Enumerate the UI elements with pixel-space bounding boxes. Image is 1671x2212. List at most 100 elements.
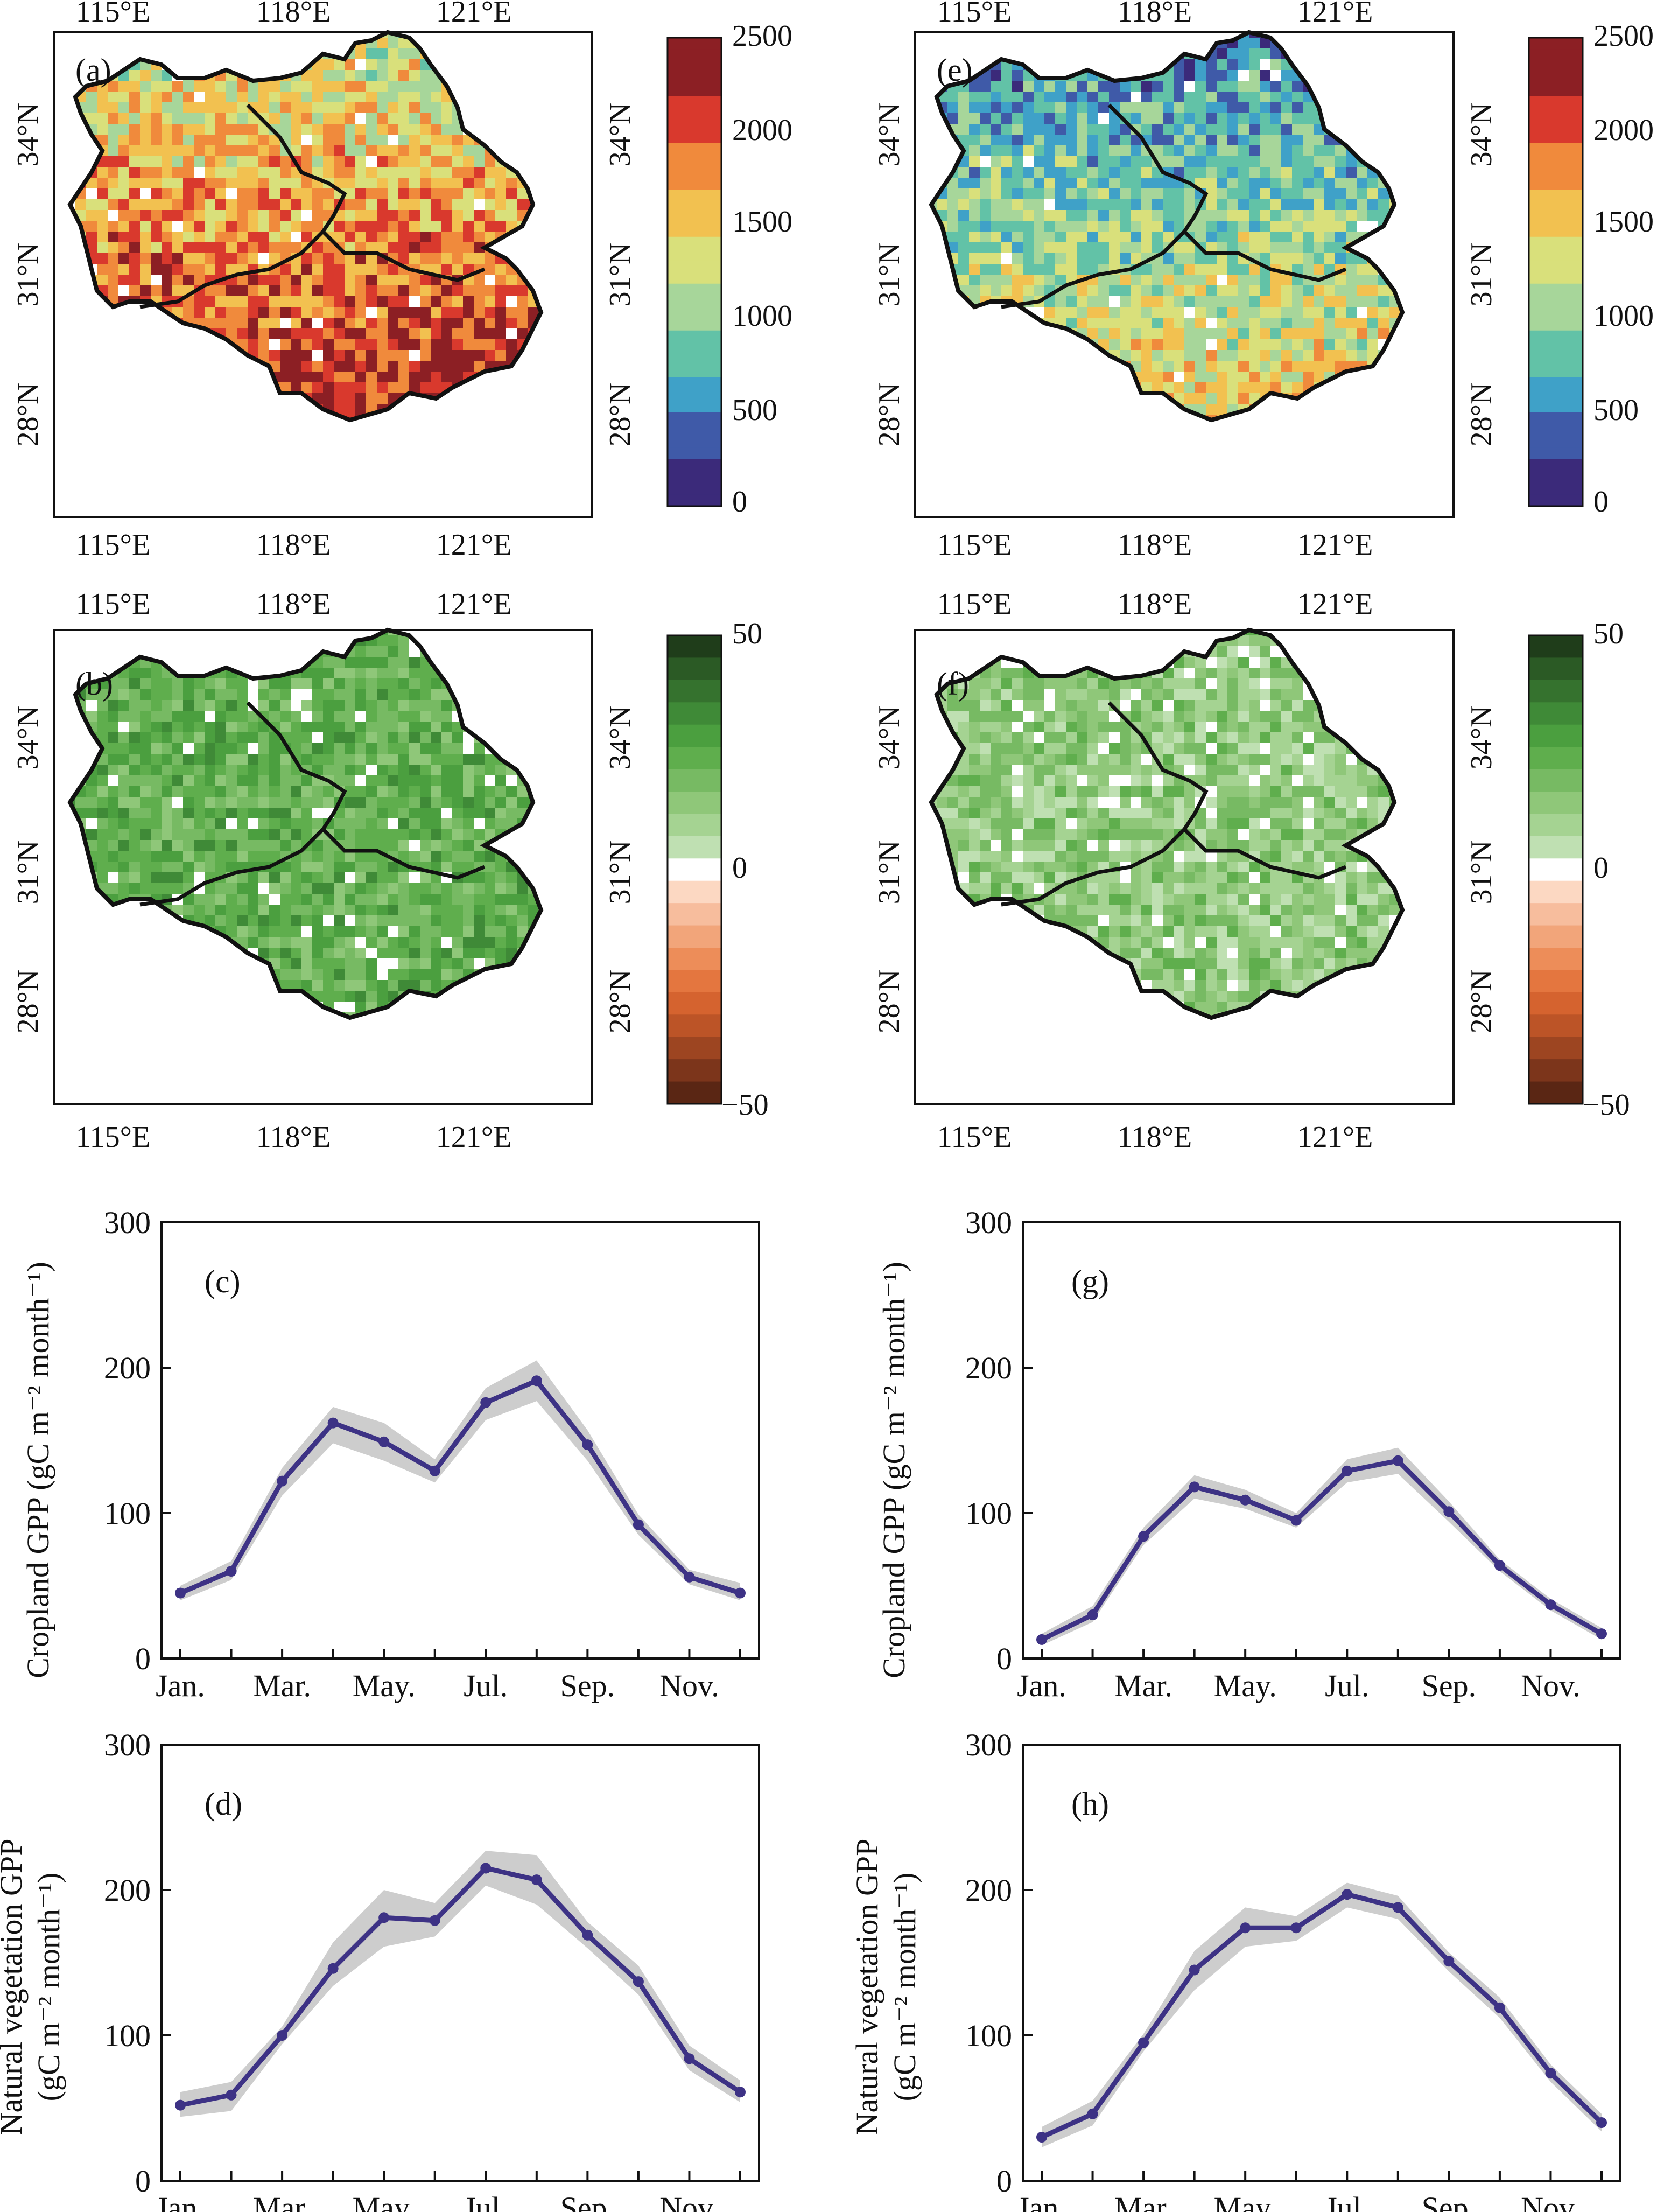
map-cell	[129, 404, 141, 415]
map-cell	[366, 199, 377, 211]
map-cell	[345, 883, 356, 894]
map-cell	[355, 382, 367, 394]
map-cell	[312, 883, 324, 894]
map-cell	[377, 678, 388, 690]
map-cell	[172, 829, 184, 841]
map-cell	[474, 361, 485, 372]
map-cell	[312, 851, 324, 862]
map-cell	[151, 915, 162, 927]
colorbar-segment	[668, 143, 721, 156]
map-cell	[1131, 178, 1142, 189]
map-cell	[1131, 232, 1142, 243]
map-cell	[495, 786, 507, 797]
map-cell	[226, 851, 237, 862]
map-cell	[345, 657, 356, 668]
map-cell	[162, 754, 173, 765]
map-cell	[958, 404, 970, 415]
map-cell	[205, 894, 216, 905]
map-cell	[301, 775, 313, 787]
map-cell	[312, 765, 324, 776]
map-cell	[366, 221, 377, 232]
map-cell	[431, 113, 442, 124]
map-cell	[1281, 156, 1293, 167]
map-cell	[1152, 415, 1163, 420]
map-cell	[1227, 253, 1239, 264]
map-cell	[70, 232, 76, 243]
map-cell	[931, 221, 937, 232]
map-cell	[495, 113, 507, 124]
map-cell	[1087, 188, 1099, 200]
map-cell	[958, 318, 970, 329]
map-cell	[1023, 425, 1034, 437]
map-cell	[194, 339, 205, 351]
map-cell	[1335, 81, 1346, 92]
map-cell	[366, 851, 377, 862]
map-cell	[1238, 339, 1249, 351]
map-cell	[291, 743, 302, 754]
map-cell	[183, 350, 194, 361]
map-cell	[215, 307, 227, 318]
map-cell	[248, 102, 259, 114]
map-cell	[237, 818, 248, 830]
map-cell	[506, 915, 517, 927]
map-cell	[75, 393, 87, 404]
map-cell	[1087, 350, 1099, 361]
map-cell	[1109, 167, 1120, 178]
map-cell	[474, 59, 485, 71]
map-cell	[345, 894, 356, 905]
map-cell	[452, 926, 464, 937]
map-cell	[1174, 81, 1185, 92]
map-cell	[1152, 318, 1163, 329]
map-cell	[506, 372, 517, 383]
map-cell	[1055, 199, 1066, 211]
map-cell	[334, 404, 345, 415]
map-cell	[474, 797, 485, 808]
map-cell	[345, 361, 356, 372]
map-cell	[420, 754, 431, 765]
map-cell	[291, 92, 302, 103]
map-cell	[345, 113, 356, 124]
map-cell	[1044, 232, 1056, 243]
map-cell	[1152, 372, 1163, 383]
map-cell	[1184, 113, 1196, 124]
colorbar-segment	[668, 49, 721, 62]
map-cell	[108, 818, 119, 830]
map-cell	[280, 328, 291, 340]
map-cell	[301, 232, 313, 243]
map-cell	[1077, 253, 1088, 264]
map-cell	[323, 113, 334, 124]
map-cell	[1109, 221, 1120, 232]
map-cell	[108, 178, 119, 189]
map-cell	[1303, 264, 1314, 275]
colorbar-segment	[1529, 49, 1583, 62]
map-cell	[1260, 253, 1271, 264]
map-cell	[1001, 328, 1013, 340]
map-cell	[183, 840, 194, 851]
map-cell	[1163, 350, 1174, 361]
map-cell	[366, 732, 377, 744]
map-cell	[409, 894, 420, 905]
map-cell	[248, 678, 259, 690]
map-cell	[237, 894, 248, 905]
colorbar-label: 1000	[1593, 299, 1654, 333]
map-cell	[248, 905, 259, 916]
map-cell	[108, 210, 119, 221]
map-cell	[1238, 275, 1249, 286]
map-cell	[1346, 178, 1357, 189]
right-tick-label: 28°N	[603, 383, 637, 447]
map-cell	[108, 786, 119, 797]
map-cell	[409, 232, 420, 243]
map-cell	[118, 872, 130, 884]
map-cell	[162, 199, 173, 211]
map-cell	[291, 894, 302, 905]
map-cell	[1034, 92, 1045, 103]
map-cell	[1087, 232, 1099, 243]
map-cell	[969, 145, 980, 157]
map-cell	[1152, 242, 1163, 254]
map-cell	[75, 38, 87, 49]
map-cell	[441, 135, 453, 146]
map-cell	[1335, 156, 1346, 167]
map-cell	[388, 646, 399, 657]
map-cell	[1087, 48, 1099, 60]
map-cell	[205, 199, 216, 211]
